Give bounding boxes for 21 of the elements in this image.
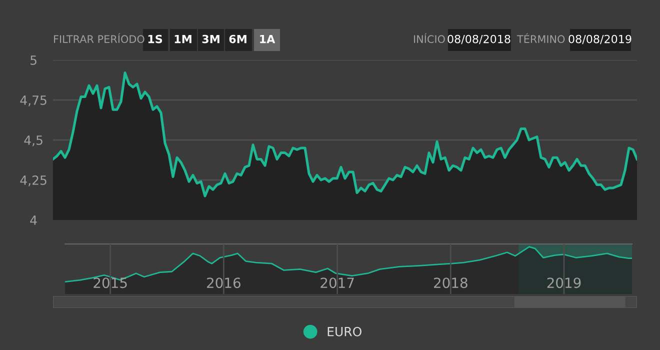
y-tick-label: 4,25 bbox=[20, 175, 46, 186]
x-tick-label: 2017 bbox=[320, 278, 354, 288]
text: FILTRAR PERÍODO bbox=[54, 33, 144, 44]
legend-label: EURO bbox=[328, 326, 362, 336]
x-tick-label: 2018 bbox=[434, 278, 468, 288]
y-tick-label: 5 bbox=[30, 56, 36, 65]
x-tick-label: 2015 bbox=[94, 278, 127, 288]
text: 1S bbox=[148, 34, 162, 44]
text: 1A bbox=[260, 34, 276, 44]
text: 3M bbox=[202, 34, 220, 44]
x-tick-label: 2019 bbox=[547, 278, 581, 288]
text: 08/08/2019 bbox=[568, 34, 632, 44]
y-tick-label: 4 bbox=[30, 216, 37, 225]
y-tick-label: 4,75 bbox=[20, 96, 46, 106]
text: 1M bbox=[174, 34, 192, 44]
text: 08/08/2018 bbox=[448, 34, 510, 44]
text: INÍCIO bbox=[414, 33, 445, 44]
y-tick-label: 4,5 bbox=[24, 136, 42, 146]
x-tick-label: 2016 bbox=[207, 278, 240, 288]
text: 6M bbox=[229, 34, 246, 44]
text: TÉRMINO bbox=[516, 33, 565, 44]
